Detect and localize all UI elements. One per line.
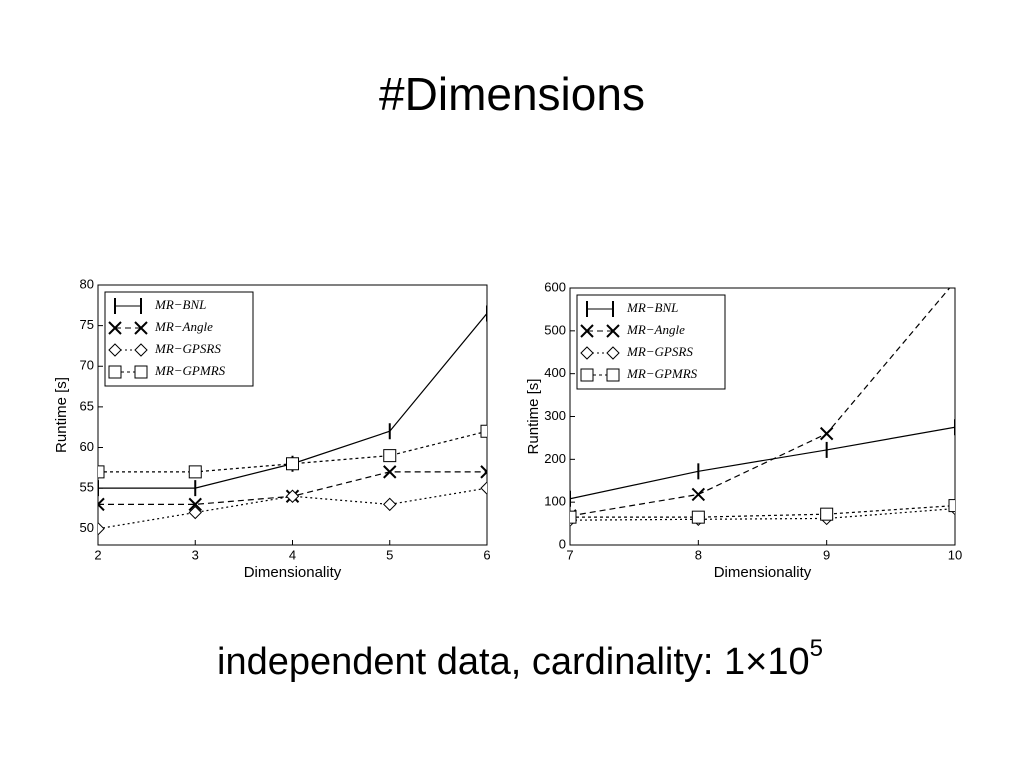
x-tick-label: 7	[566, 547, 573, 562]
marker	[606, 368, 620, 382]
plot	[570, 288, 955, 527]
y-tick-label: 65	[80, 398, 94, 413]
legend-label: MR−GPMRS	[626, 366, 698, 381]
series-line	[570, 504, 955, 518]
caption: independent data, cardinality: 1×105	[217, 635, 823, 683]
marker	[480, 481, 487, 495]
marker	[820, 507, 834, 521]
x-tick-label: 8	[695, 547, 702, 562]
marker	[188, 497, 202, 512]
marker	[134, 365, 148, 379]
marker	[383, 465, 397, 479]
marker	[948, 499, 955, 513]
x-tick-label: 3	[192, 547, 199, 562]
marker	[134, 343, 148, 357]
chart: 50 55 60 65 70 75 80 2 3 4 5 6 Dimensionality Runtime…	[53, 276, 491, 581]
series-line	[98, 487, 487, 530]
y-tick-label: 0	[559, 536, 566, 551]
legend-label: MR−Angle	[154, 319, 213, 334]
marker	[188, 505, 202, 520]
marker	[383, 449, 397, 463]
x-tick-label: 6	[483, 547, 490, 562]
legend-label: MR−Angle	[626, 322, 685, 337]
marker	[98, 465, 105, 479]
y-tick-label: 400	[544, 365, 566, 380]
legend-box	[576, 294, 726, 390]
marker	[691, 510, 705, 524]
marker	[108, 365, 122, 379]
y-tick-label: 300	[544, 408, 566, 423]
y-tick-label: 600	[544, 279, 566, 294]
x-tick-label: 2	[94, 547, 101, 562]
y-tick-label: 75	[80, 317, 94, 332]
marker	[480, 424, 487, 438]
y-tick-label: 60	[80, 439, 94, 454]
series-line	[570, 426, 955, 500]
marker	[949, 288, 950, 289]
x-tick-label: 4	[289, 547, 296, 562]
y-axis-label: Runtime [s]	[53, 377, 70, 453]
legend-label: MR−GPSRS	[154, 341, 221, 356]
marker	[819, 426, 834, 441]
legend-label: MR−BNL	[154, 297, 206, 312]
marker	[108, 321, 122, 335]
marker	[108, 343, 122, 357]
marker	[580, 324, 594, 338]
marker	[570, 510, 577, 524]
legend-label: MR−GPMRS	[154, 363, 226, 378]
marker	[480, 465, 487, 479]
y-tick-label: 55	[80, 480, 94, 495]
y-axis-label: Runtime [s]	[525, 379, 542, 455]
y-tick-label: 500	[544, 322, 566, 337]
marker	[285, 489, 300, 503]
legend-box	[104, 291, 254, 387]
y-tick-label: 80	[80, 276, 94, 291]
marker	[188, 465, 202, 479]
x-tick-label: 9	[823, 547, 830, 562]
caption-superscript: 5	[810, 635, 823, 662]
chart: 0 100 200 300 400 500 600 7 8 9 10 Dimensionality Ru…	[525, 279, 962, 581]
x-axis-label: Dimensionality	[714, 564, 812, 581]
y-tick-label: 100	[544, 494, 566, 509]
plot	[98, 305, 487, 536]
y-tick-label: 70	[80, 358, 94, 373]
marker	[98, 522, 105, 536]
x-axis-label: Dimensionality	[244, 564, 342, 581]
marker	[606, 346, 620, 360]
marker	[286, 457, 299, 471]
y-tick-label: 200	[544, 451, 566, 466]
x-tick-label: 5	[386, 547, 393, 562]
marker	[134, 321, 148, 335]
marker	[580, 368, 594, 382]
slide-title: #Dimensions	[379, 68, 645, 120]
marker	[98, 497, 105, 512]
series-line	[570, 288, 951, 517]
marker	[691, 487, 706, 502]
legend-label: MR−GPSRS	[626, 344, 693, 359]
marker	[580, 346, 594, 360]
marker	[606, 324, 620, 338]
caption-text: independent data, cardinality: 1×10	[217, 641, 810, 683]
y-tick-label: 50	[80, 520, 94, 535]
series-line	[570, 507, 955, 521]
marker	[383, 497, 397, 512]
x-tick-label: 10	[948, 547, 962, 562]
legend-label: MR−BNL	[626, 300, 678, 315]
